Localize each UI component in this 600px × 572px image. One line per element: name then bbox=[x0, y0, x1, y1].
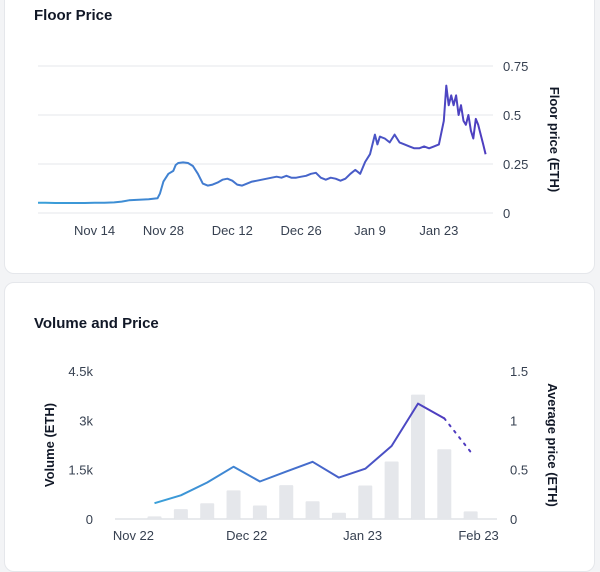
floor-x-tick-label: Dec 12 bbox=[212, 223, 253, 238]
volume-y-tick-label: 1.5k bbox=[68, 463, 93, 478]
volume-bar bbox=[147, 516, 162, 519]
floor-x-tick-label: Jan 9 bbox=[354, 223, 386, 238]
floor-y-axis-title: Floor price (ETH) bbox=[547, 87, 562, 192]
volume-bar bbox=[463, 511, 478, 519]
floor-price-line bbox=[38, 84, 487, 204]
volume-bar bbox=[305, 501, 320, 519]
volume-x-tick-label: Dec 22 bbox=[226, 528, 267, 543]
volume-x-tick-label: Nov 22 bbox=[113, 528, 154, 543]
volume-price-card: Volume and Price 0 1.5k 3k 4.5k 0 0.5 1 1.5 Nov … bbox=[4, 282, 595, 572]
floor-y-tick-label: 0.5 bbox=[503, 108, 521, 123]
price-y-tick-label: 1.5 bbox=[510, 364, 528, 379]
price-y-tick-label: 0 bbox=[510, 512, 517, 527]
volume-x-tick-label: Jan 23 bbox=[343, 528, 382, 543]
price-y-axis-title: Average price (ETH) bbox=[545, 383, 560, 507]
price-y-tick-label: 0.5 bbox=[510, 463, 528, 478]
volume-y-tick-label: 4.5k bbox=[68, 364, 93, 379]
average-price-line bbox=[154, 402, 445, 505]
volume-x-tick-label: Feb 23 bbox=[458, 528, 498, 543]
floor-x-tick-label: Nov 14 bbox=[74, 223, 115, 238]
volume-y-tick-label: 0 bbox=[86, 512, 93, 527]
volume-bar bbox=[252, 505, 267, 519]
volume-bar bbox=[358, 485, 373, 519]
volume-price-title: Volume and Price bbox=[34, 315, 159, 332]
floor-price-title: Floor Price bbox=[34, 7, 113, 24]
average-price-projection bbox=[443, 417, 472, 453]
volume-bar bbox=[226, 490, 241, 519]
floor-y-tick-label: 0.25 bbox=[503, 157, 528, 172]
floor-x-tick-label: Nov 28 bbox=[143, 223, 184, 238]
volume-bar bbox=[384, 461, 399, 519]
floor-y-tick-label: 0.75 bbox=[503, 59, 528, 74]
volume-bar bbox=[200, 503, 215, 519]
floor-x-tick-label: Jan 23 bbox=[419, 223, 458, 238]
volume-y-tick-label: 3k bbox=[79, 413, 93, 428]
volume-bar bbox=[410, 394, 425, 519]
volume-bar bbox=[173, 509, 188, 519]
floor-x-tick-label: Dec 26 bbox=[281, 223, 322, 238]
volume-bar bbox=[437, 449, 452, 519]
floor-price-chart: 0 0.25 0.5 0.75 Nov 14 Nov 28 Dec 12 Dec 26 Jan … bbox=[38, 59, 562, 238]
volume-bar bbox=[279, 485, 294, 519]
floor-y-tick-label: 0 bbox=[503, 206, 510, 221]
price-y-tick-label: 1 bbox=[510, 413, 517, 428]
floor-price-card: Floor Price 0 0.25 0.5 0.75 Nov 14 Nov 28 Dec … bbox=[4, 0, 595, 274]
volume-price-chart: 0 1.5k 3k 4.5k 0 0.5 1 1.5 Nov 22 Dec 22 Jan 23 Feb… bbox=[42, 364, 560, 543]
volume-bar bbox=[331, 512, 346, 519]
volume-y-axis-title: Volume (ETH) bbox=[42, 403, 57, 487]
